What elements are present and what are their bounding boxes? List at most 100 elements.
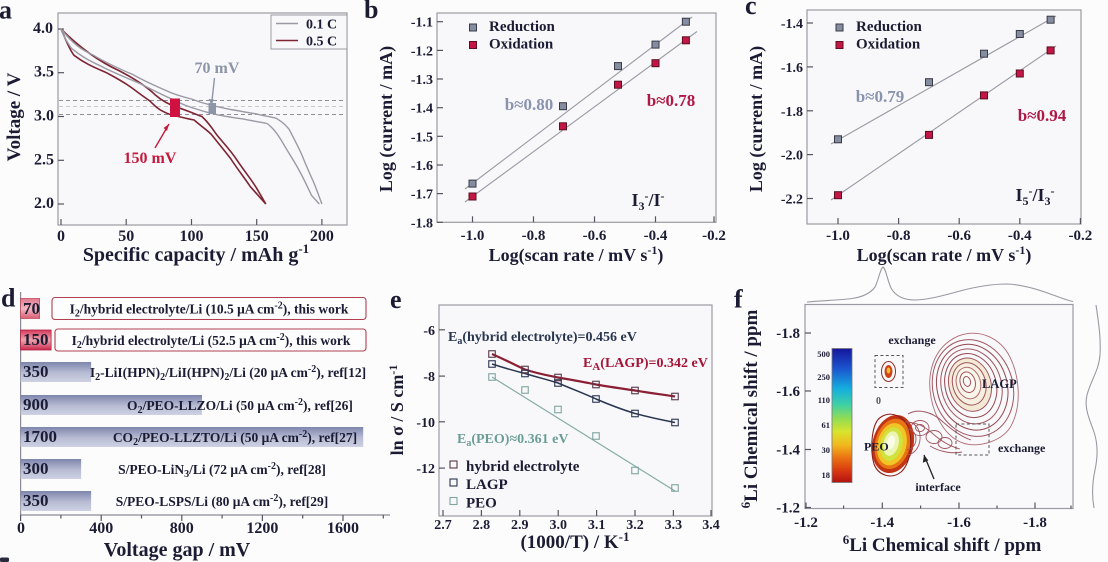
svg-text:300: 300 bbox=[23, 459, 49, 478]
svg-text:-0.2: -0.2 bbox=[1069, 228, 1093, 244]
svg-text:-1.8: -1.8 bbox=[776, 326, 800, 342]
svg-text:b≈0.78: b≈0.78 bbox=[647, 91, 696, 110]
svg-text:hybrid electrolyte: hybrid electrolyte bbox=[466, 459, 580, 475]
svg-text:6Li Chemical shift / ppm: 6Li Chemical shift / ppm bbox=[738, 310, 762, 509]
svg-text:-1.6: -1.6 bbox=[776, 384, 800, 400]
svg-text:-1.6: -1.6 bbox=[411, 159, 433, 174]
svg-text:3.4: 3.4 bbox=[702, 518, 720, 533]
svg-text:-1.4: -1.4 bbox=[411, 102, 433, 117]
svg-text:2.8: 2.8 bbox=[473, 518, 491, 533]
svg-text:-1.2: -1.2 bbox=[776, 501, 800, 517]
svg-text:Specific capacity / mAh g-1: Specific capacity / mAh g-1 bbox=[83, 241, 309, 266]
svg-text:-2.0: -2.0 bbox=[781, 149, 803, 164]
svg-text:350: 350 bbox=[23, 491, 49, 510]
svg-text:I2/hybrid electrolyte/Li (52.5: I2/hybrid electrolyte/Li (52.5 μA cm-2),… bbox=[72, 332, 351, 351]
svg-text:EA(LAGP)=0.342 eV: EA(LAGP)=0.342 eV bbox=[583, 356, 708, 373]
svg-text:Log(scan rate / mV s-1): Log(scan rate / mV s-1) bbox=[489, 243, 664, 266]
svg-text:0: 0 bbox=[876, 396, 881, 407]
svg-text:-1.6: -1.6 bbox=[781, 61, 803, 76]
svg-text:(1000/T) / K-1: (1000/T) / K-1 bbox=[520, 529, 629, 553]
svg-text:Oxidation: Oxidation bbox=[856, 37, 921, 53]
svg-text:-6: -6 bbox=[423, 324, 435, 339]
svg-text:2.5: 2.5 bbox=[34, 151, 54, 168]
svg-text:350: 350 bbox=[23, 362, 49, 381]
svg-text:4.0: 4.0 bbox=[33, 20, 53, 37]
svg-text:1600: 1600 bbox=[327, 520, 359, 537]
svg-text:0: 0 bbox=[17, 520, 25, 537]
svg-text:-0.2: -0.2 bbox=[702, 228, 726, 244]
svg-text:I3-/I-: I3-/I- bbox=[631, 189, 664, 213]
svg-text:Reduction: Reduction bbox=[489, 19, 555, 35]
svg-text:2.0: 2.0 bbox=[34, 195, 54, 212]
svg-text:O2/PEO-LLZO/Li (50 μA cm-2), r: O2/PEO-LLZO/Li (50 μA cm-2), ref[26] bbox=[127, 397, 353, 416]
svg-text:100: 100 bbox=[180, 228, 204, 245]
svg-text:50: 50 bbox=[118, 228, 134, 245]
svg-text:-1.8: -1.8 bbox=[781, 105, 803, 120]
svg-text:exchange: exchange bbox=[888, 333, 936, 347]
svg-text:-1.6: -1.6 bbox=[947, 515, 971, 531]
svg-text:3.3: 3.3 bbox=[665, 518, 683, 533]
svg-text:-1.8: -1.8 bbox=[1023, 515, 1047, 531]
svg-text:110: 110 bbox=[818, 395, 830, 405]
svg-text:-1.0: -1.0 bbox=[826, 228, 850, 244]
svg-text:-0.6: -0.6 bbox=[583, 228, 607, 244]
svg-text:a: a bbox=[0, 0, 12, 25]
svg-text:0.1 C: 0.1 C bbox=[306, 18, 337, 33]
svg-text:-1.4: -1.4 bbox=[776, 443, 800, 459]
svg-text:Ea(PEO)≈0.361 eV: Ea(PEO)≈0.361 eV bbox=[457, 432, 568, 449]
svg-text:-8: -8 bbox=[423, 370, 435, 385]
svg-text:-0.6: -0.6 bbox=[947, 228, 971, 244]
svg-text:LAGP: LAGP bbox=[982, 377, 1017, 391]
svg-text:e: e bbox=[390, 285, 402, 314]
svg-text:6Li Chemical shift / ppm: 6Li Chemical shift / ppm bbox=[843, 532, 1042, 556]
svg-text:Log (current / mA): Log (current / mA) bbox=[376, 46, 397, 192]
svg-text:-1.8: -1.8 bbox=[411, 216, 433, 231]
svg-text:18: 18 bbox=[822, 470, 831, 480]
svg-text:c: c bbox=[745, 0, 757, 20]
svg-text:b: b bbox=[364, 0, 378, 24]
svg-text:S/PEO-LSPS/Li (80 μA cm-2), re: S/PEO-LSPS/Li (80 μA cm-2), ref[29] bbox=[116, 493, 329, 509]
svg-text:150: 150 bbox=[245, 228, 269, 245]
svg-text:0: 0 bbox=[57, 228, 65, 245]
svg-text:PEO: PEO bbox=[466, 496, 497, 512]
svg-text:70 mV: 70 mV bbox=[195, 60, 240, 77]
svg-text:800: 800 bbox=[170, 520, 194, 537]
svg-text:Log(scan rate / mV s-1): Log(scan rate / mV s-1) bbox=[857, 243, 1032, 266]
svg-text:LAGP: LAGP bbox=[466, 477, 508, 493]
svg-text:-10: -10 bbox=[416, 416, 435, 431]
svg-text:Log (current / mA): Log (current / mA) bbox=[746, 46, 767, 192]
svg-text:1200: 1200 bbox=[246, 520, 278, 537]
svg-text:-1.2: -1.2 bbox=[411, 44, 433, 59]
svg-text:Voltage gap / mV: Voltage gap / mV bbox=[104, 539, 251, 561]
svg-text:-2.2: -2.2 bbox=[781, 193, 803, 208]
svg-text:-1.5: -1.5 bbox=[411, 130, 433, 145]
svg-text:d: d bbox=[1, 284, 16, 313]
svg-text:150 mV: 150 mV bbox=[124, 150, 177, 167]
svg-text:30: 30 bbox=[822, 445, 831, 455]
svg-text:3.5: 3.5 bbox=[34, 64, 54, 81]
svg-text:b≈0.94: b≈0.94 bbox=[1018, 106, 1067, 125]
svg-text:-1.7: -1.7 bbox=[411, 188, 433, 203]
svg-text:-1.4: -1.4 bbox=[870, 515, 894, 531]
svg-text:b≈0.80: b≈0.80 bbox=[505, 95, 554, 114]
svg-text:Reduction: Reduction bbox=[856, 19, 922, 35]
svg-text:-1.4: -1.4 bbox=[781, 17, 803, 32]
svg-text:70: 70 bbox=[23, 299, 40, 318]
svg-text:Ea(hybrid electrolyte)=0.456 e: Ea(hybrid electrolyte)=0.456 eV bbox=[448, 330, 637, 347]
svg-text:-0.8: -0.8 bbox=[887, 228, 911, 244]
svg-text:400: 400 bbox=[89, 520, 113, 537]
svg-text:ln σ / S cm-1: ln σ / S cm-1 bbox=[386, 365, 407, 456]
svg-text:61: 61 bbox=[822, 420, 831, 430]
svg-text:I2-LiI(HPN)2/LiI(HPN)2/Li (20: I2-LiI(HPN)2/LiI(HPN)2/Li (20 μA cm-2), … bbox=[90, 364, 366, 383]
svg-text:CO2/PEO-LLZTO/Li (50 μA cm-2),: CO2/PEO-LLZTO/Li (50 μA cm-2), ref[27] bbox=[113, 429, 357, 448]
svg-text:Oxidation: Oxidation bbox=[489, 37, 554, 53]
svg-text:3.0: 3.0 bbox=[549, 518, 567, 533]
svg-text:-12: -12 bbox=[416, 462, 435, 477]
svg-text:-0.4: -0.4 bbox=[644, 228, 668, 244]
svg-text:interface: interface bbox=[915, 480, 961, 494]
svg-text:-1.1: -1.1 bbox=[411, 16, 433, 31]
svg-text:PEO: PEO bbox=[864, 440, 889, 454]
svg-text:3.2: 3.2 bbox=[626, 518, 644, 533]
svg-text:250: 250 bbox=[817, 372, 830, 382]
svg-text:3.0: 3.0 bbox=[34, 108, 54, 125]
